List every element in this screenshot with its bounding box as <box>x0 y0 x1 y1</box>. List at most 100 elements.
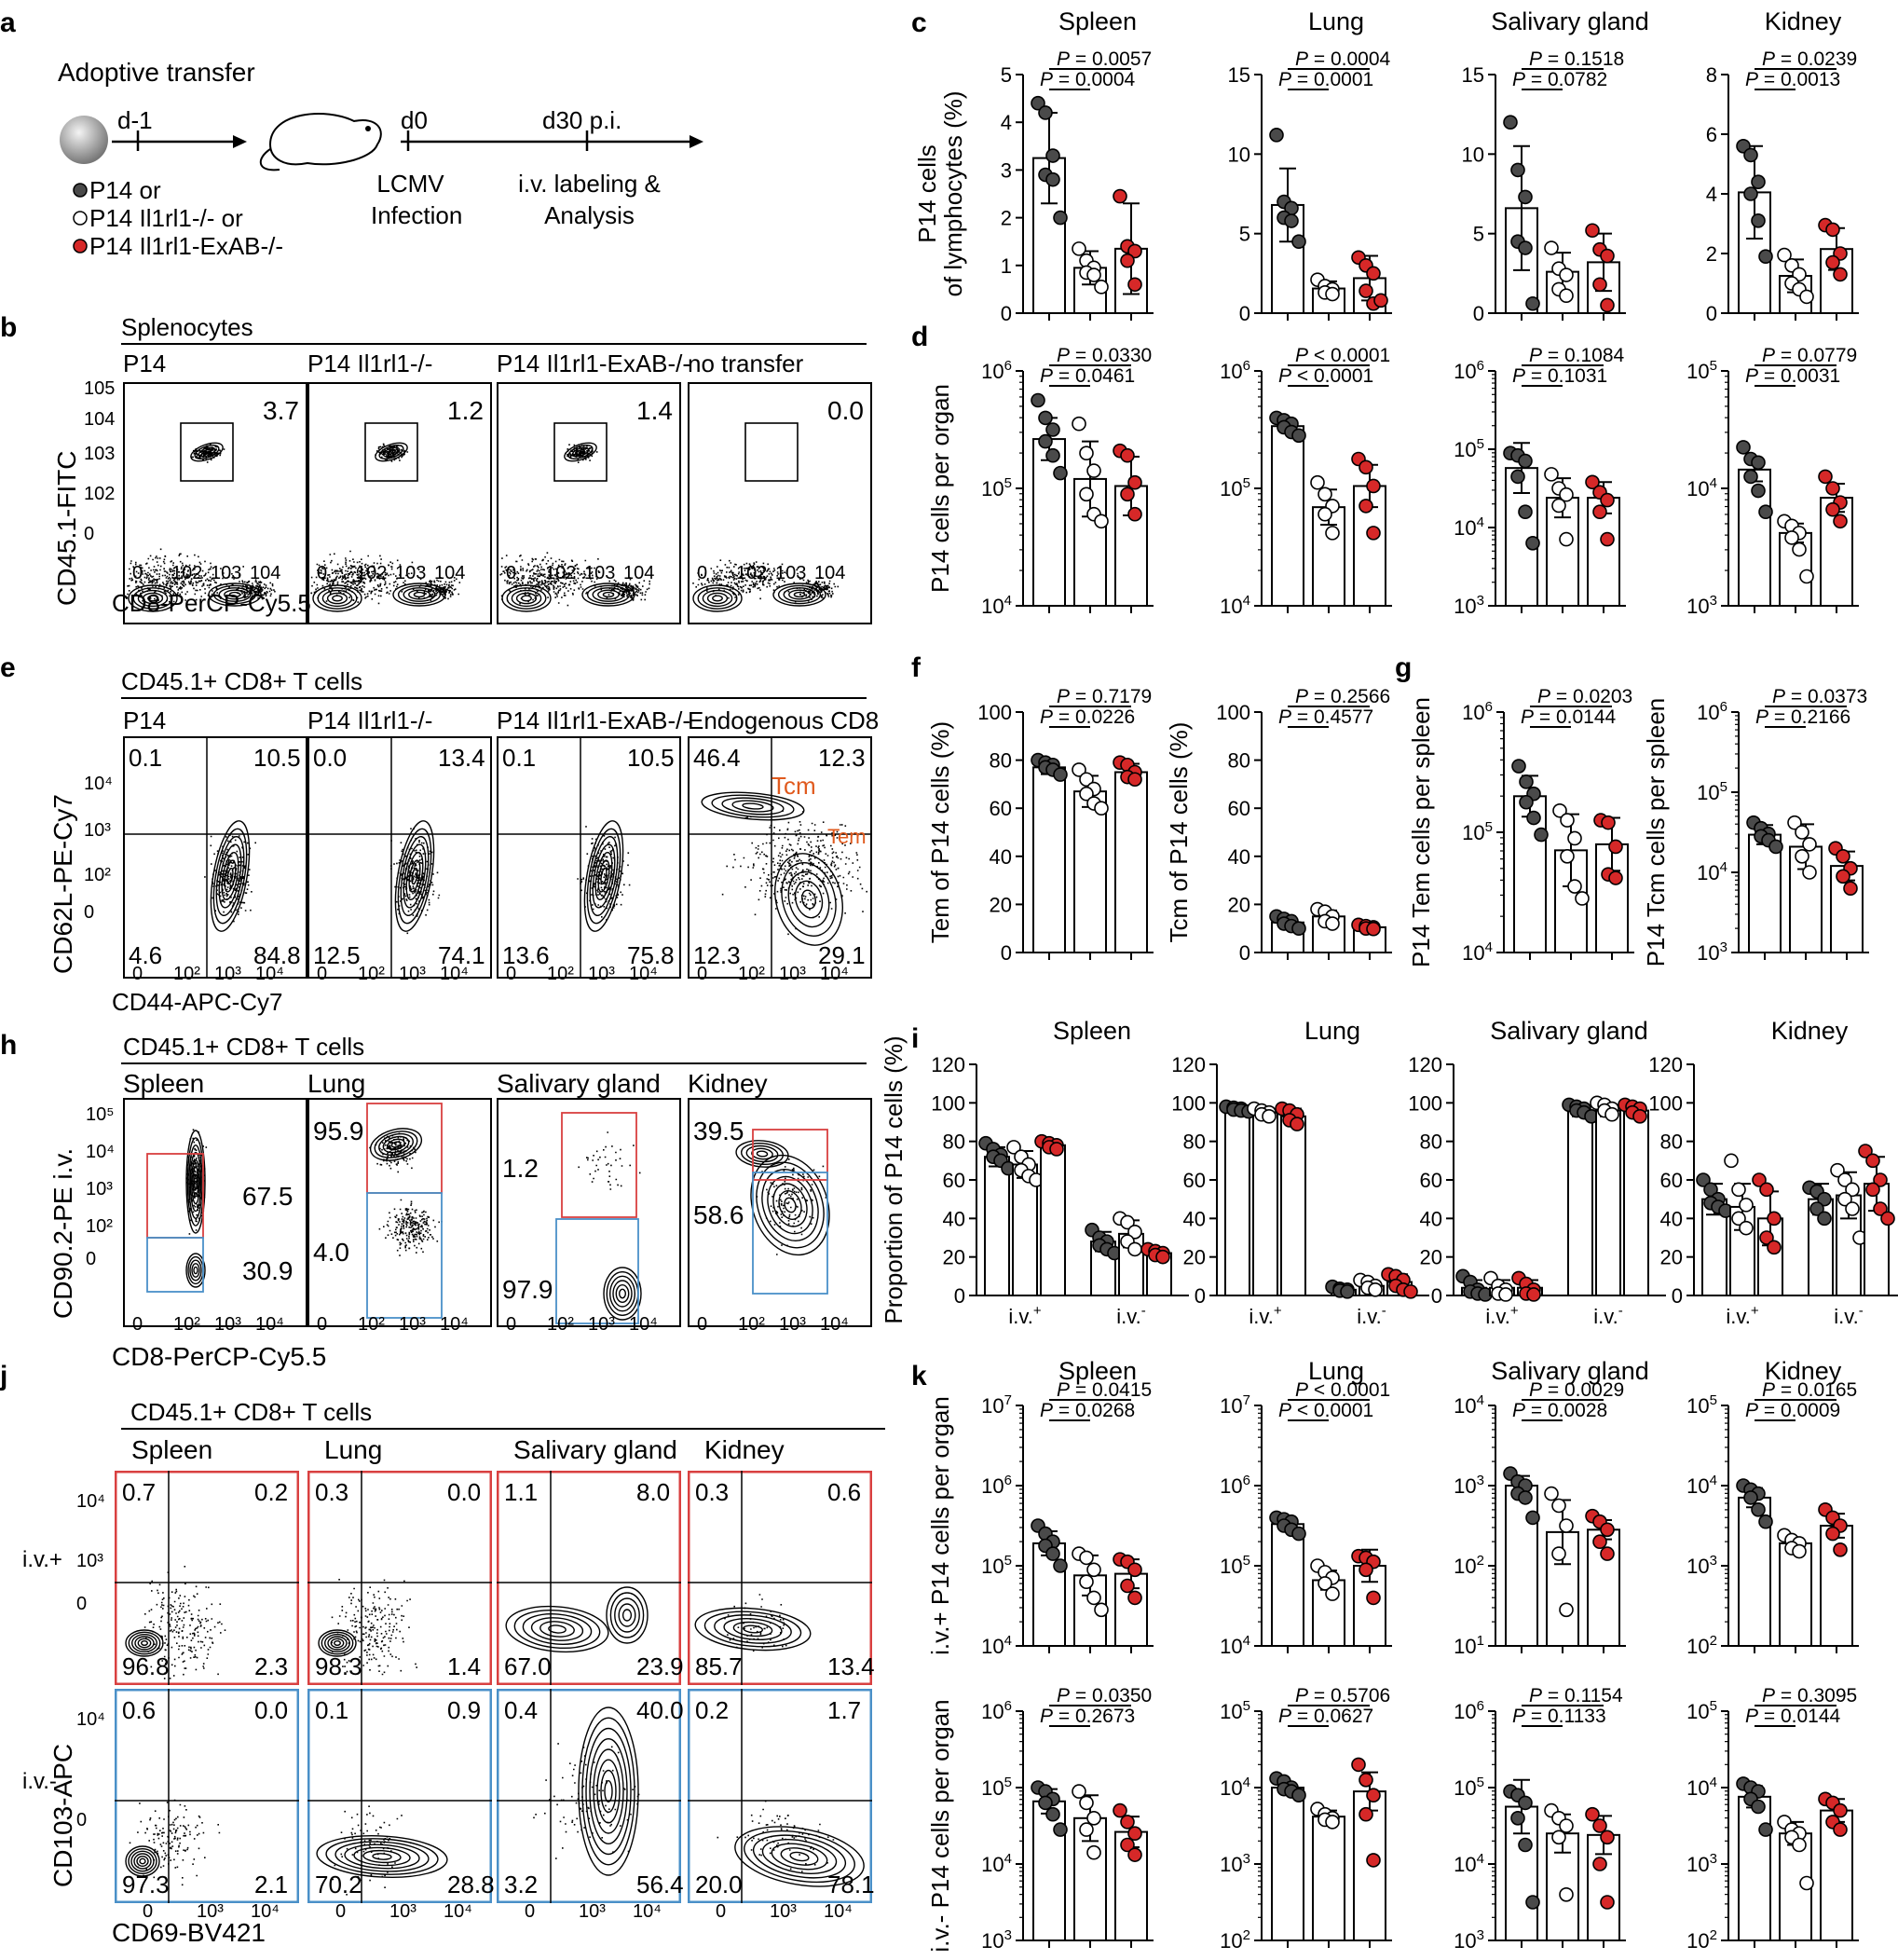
flow-b-plot-2 <box>497 382 681 624</box>
data-point <box>1799 1875 1814 1891</box>
data-point <box>1094 801 1109 816</box>
pvalue-text: P = 0.0239 <box>1762 48 1857 70</box>
flow-e-q-ul: 46.4 <box>693 744 741 772</box>
group-dots <box>73 183 88 254</box>
contour-line <box>788 589 811 600</box>
flow-h-column-0: Spleen <box>123 1069 205 1098</box>
data-point <box>1519 774 1534 789</box>
y-tick-label: 105 <box>1686 1392 1717 1418</box>
data-point <box>1837 1191 1852 1207</box>
y-tick-label: 0 <box>1473 302 1484 325</box>
y-tick-label: 10 <box>1228 143 1250 166</box>
flow-b-column-0: P14 <box>123 350 167 377</box>
y-tick-label: 60 <box>1660 1169 1683 1192</box>
flow-e-q-ll: 13.6 <box>502 941 550 969</box>
pvalue-text: P = 0.0461 <box>1040 365 1135 387</box>
pvalue-text: P < 0.0001 <box>1278 365 1373 387</box>
contour-line <box>578 1706 639 1876</box>
x-category-label: i.v.+ <box>1008 1303 1041 1328</box>
contour-line <box>593 1748 624 1834</box>
flow-e-x-tick: 10³ <box>779 964 806 984</box>
data-point <box>1873 1172 1888 1187</box>
y-tick-label: 104 <box>1454 1851 1484 1876</box>
contour-line <box>701 791 805 821</box>
group-dot-p14 <box>73 183 88 198</box>
y-tick-label: 104 <box>981 1633 1012 1658</box>
data-point <box>1031 95 1045 111</box>
bar <box>1032 1800 1066 1942</box>
contour-line <box>312 584 362 612</box>
y-tick-label: 106 <box>1220 1473 1250 1498</box>
y-tick-label: 80 <box>990 749 1012 773</box>
y-tick-label: 80 <box>943 1131 965 1154</box>
data-point <box>1559 288 1574 304</box>
flow-e-x-tick: 0 <box>317 964 328 984</box>
contour-line <box>734 1826 865 1887</box>
y-tick-label: 0 <box>954 1284 965 1308</box>
data-point <box>1086 267 1101 282</box>
y-tick-label: 20 <box>990 893 1012 916</box>
data-point <box>1510 162 1525 178</box>
contour-line <box>539 1621 575 1638</box>
y-tick-label: 104 <box>1686 1775 1717 1800</box>
event-dots <box>756 1158 827 1255</box>
data-point <box>1340 1284 1355 1299</box>
data-point <box>1113 188 1127 204</box>
y-tick-label: 103 <box>1686 593 1717 618</box>
y-tick-label: 106 <box>1220 358 1250 383</box>
flow-e-plot-1 <box>307 736 492 979</box>
contour-line <box>334 1639 342 1646</box>
gate-box <box>180 422 234 482</box>
data-point <box>1525 535 1540 551</box>
contour-line <box>128 1847 157 1874</box>
flow-j-x-tick: 0 <box>716 1901 727 1922</box>
pvalue-text: P = 0.2166 <box>1755 706 1850 728</box>
contour-line <box>375 442 408 462</box>
flow-b-column-1: P14 Il1rl1-/- <box>307 350 433 377</box>
pvalue-text: P = 0.0779 <box>1762 345 1857 366</box>
bar <box>1271 1523 1304 1648</box>
data-point <box>1743 469 1758 485</box>
y-tick-label: 105 <box>981 475 1012 500</box>
panel-letter-g: g <box>1395 652 1413 683</box>
data-point <box>1784 530 1799 545</box>
flow-j-column-3: Kidney <box>704 1435 785 1464</box>
y-tick-label: 40 <box>990 845 1012 869</box>
flow-e-plot-3 <box>688 736 872 979</box>
panel-letter-i: i <box>911 1023 920 1054</box>
data-point <box>1544 240 1559 255</box>
contour-line <box>194 445 220 459</box>
data-point <box>1600 531 1615 547</box>
data-point <box>1585 474 1600 490</box>
data-point <box>1809 1201 1824 1216</box>
flow-j-q-ll: 98.3 <box>315 1652 362 1680</box>
contour-line <box>586 828 621 925</box>
y-tick-label: 105 <box>1454 436 1484 461</box>
bar <box>1114 771 1148 953</box>
contour-line <box>185 1253 206 1288</box>
y-tick-label: 120 <box>1648 1053 1683 1076</box>
data-point <box>1120 447 1135 463</box>
pvalue-text: P < 0.0001 <box>1278 1400 1373 1421</box>
data-point <box>1544 1486 1559 1501</box>
pvalue-text: P = 0.1031 <box>1512 365 1607 387</box>
data-point <box>1045 171 1060 187</box>
contour-line <box>789 1851 810 1862</box>
y-tick-label: 103 <box>981 1927 1012 1953</box>
y-axis-label: P14 cells <box>913 144 941 243</box>
contour-line <box>210 820 251 932</box>
y-tick-label: 100 <box>977 701 1012 724</box>
group-label-2: P14 Il1rl1-ExAB-/- <box>89 232 284 260</box>
bar-chart-i-13: 0 20 40 60 80 100 120 Lung i.v.+ i.v.- <box>1171 1017 1429 1328</box>
flow-j-q-ll: 3.2 <box>504 1871 539 1898</box>
flow-h-plot-3 <box>688 1098 872 1327</box>
flow-h-ivpos-value-0: 67.5 <box>242 1182 294 1211</box>
contour-line <box>756 1150 769 1158</box>
data-point <box>1559 531 1574 547</box>
bar-chart-i-12: 0 20 40 60 80 100 120 Spleen Proportion of P14 c… <box>880 1017 1189 1328</box>
y-tick-label: 2 <box>1706 242 1717 266</box>
data-point <box>1366 266 1381 281</box>
pvalue-text: P < 0.0001 <box>1295 1379 1390 1401</box>
